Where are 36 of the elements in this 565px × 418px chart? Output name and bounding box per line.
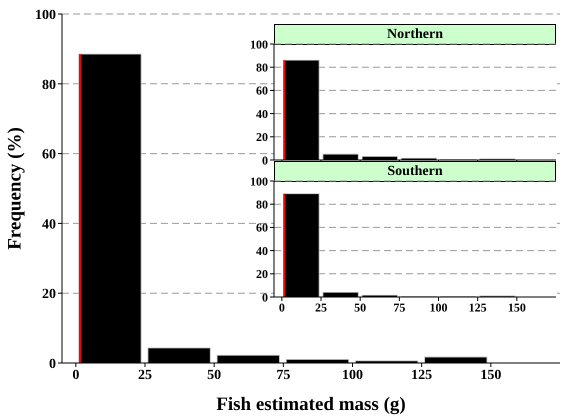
y-tick-label: 100 xyxy=(250,37,268,52)
y-tick-label: 80 xyxy=(256,197,268,212)
x-tick-label: 0 xyxy=(72,368,80,383)
y-tick-label: 60 xyxy=(256,84,268,98)
y-tick-label: 0 xyxy=(262,290,268,304)
x-tick-label: 25 xyxy=(138,368,152,383)
y-tick-label: 0 xyxy=(49,356,56,372)
y-tick-label: 20 xyxy=(256,130,268,144)
chart-title: Northern xyxy=(274,24,556,45)
y-tick-label: 20 xyxy=(256,267,268,282)
y-tick-label: 100 xyxy=(250,174,268,188)
y-tick-label: 60 xyxy=(42,148,56,163)
x-tick-label: 75 xyxy=(393,300,406,315)
x-tick-label: 150 xyxy=(508,300,526,315)
x-axis-title: Fish estimated mass (g) xyxy=(216,394,406,415)
y-tick-label: 40 xyxy=(42,217,56,232)
x-tick-label: 125 xyxy=(411,368,432,383)
x-tick-label: 25 xyxy=(315,300,327,315)
y-axis-title: Frequency (%) xyxy=(4,127,26,250)
x-tick-label: 150 xyxy=(480,368,502,383)
y-tick-label: 40 xyxy=(256,106,268,121)
y-tick-label: 0 xyxy=(262,153,268,168)
x-tick-label: 0 xyxy=(278,300,285,315)
y-tick-label: 20 xyxy=(42,287,56,302)
y-tick-label: 100 xyxy=(35,8,56,23)
y-tick-label: 40 xyxy=(256,244,268,258)
x-tick-label: 75 xyxy=(276,368,290,383)
chart-title: Southern xyxy=(274,161,556,182)
y-tick-label: 60 xyxy=(256,220,268,235)
y-tick-label: 80 xyxy=(256,60,268,74)
x-tick-label: 100 xyxy=(342,368,363,383)
x-tick-label: 50 xyxy=(354,300,366,315)
x-tick-label: 125 xyxy=(468,300,487,315)
y-tick-label: 80 xyxy=(42,78,56,93)
x-tick-label: 50 xyxy=(207,368,222,383)
x-tick-label: 100 xyxy=(430,300,448,315)
